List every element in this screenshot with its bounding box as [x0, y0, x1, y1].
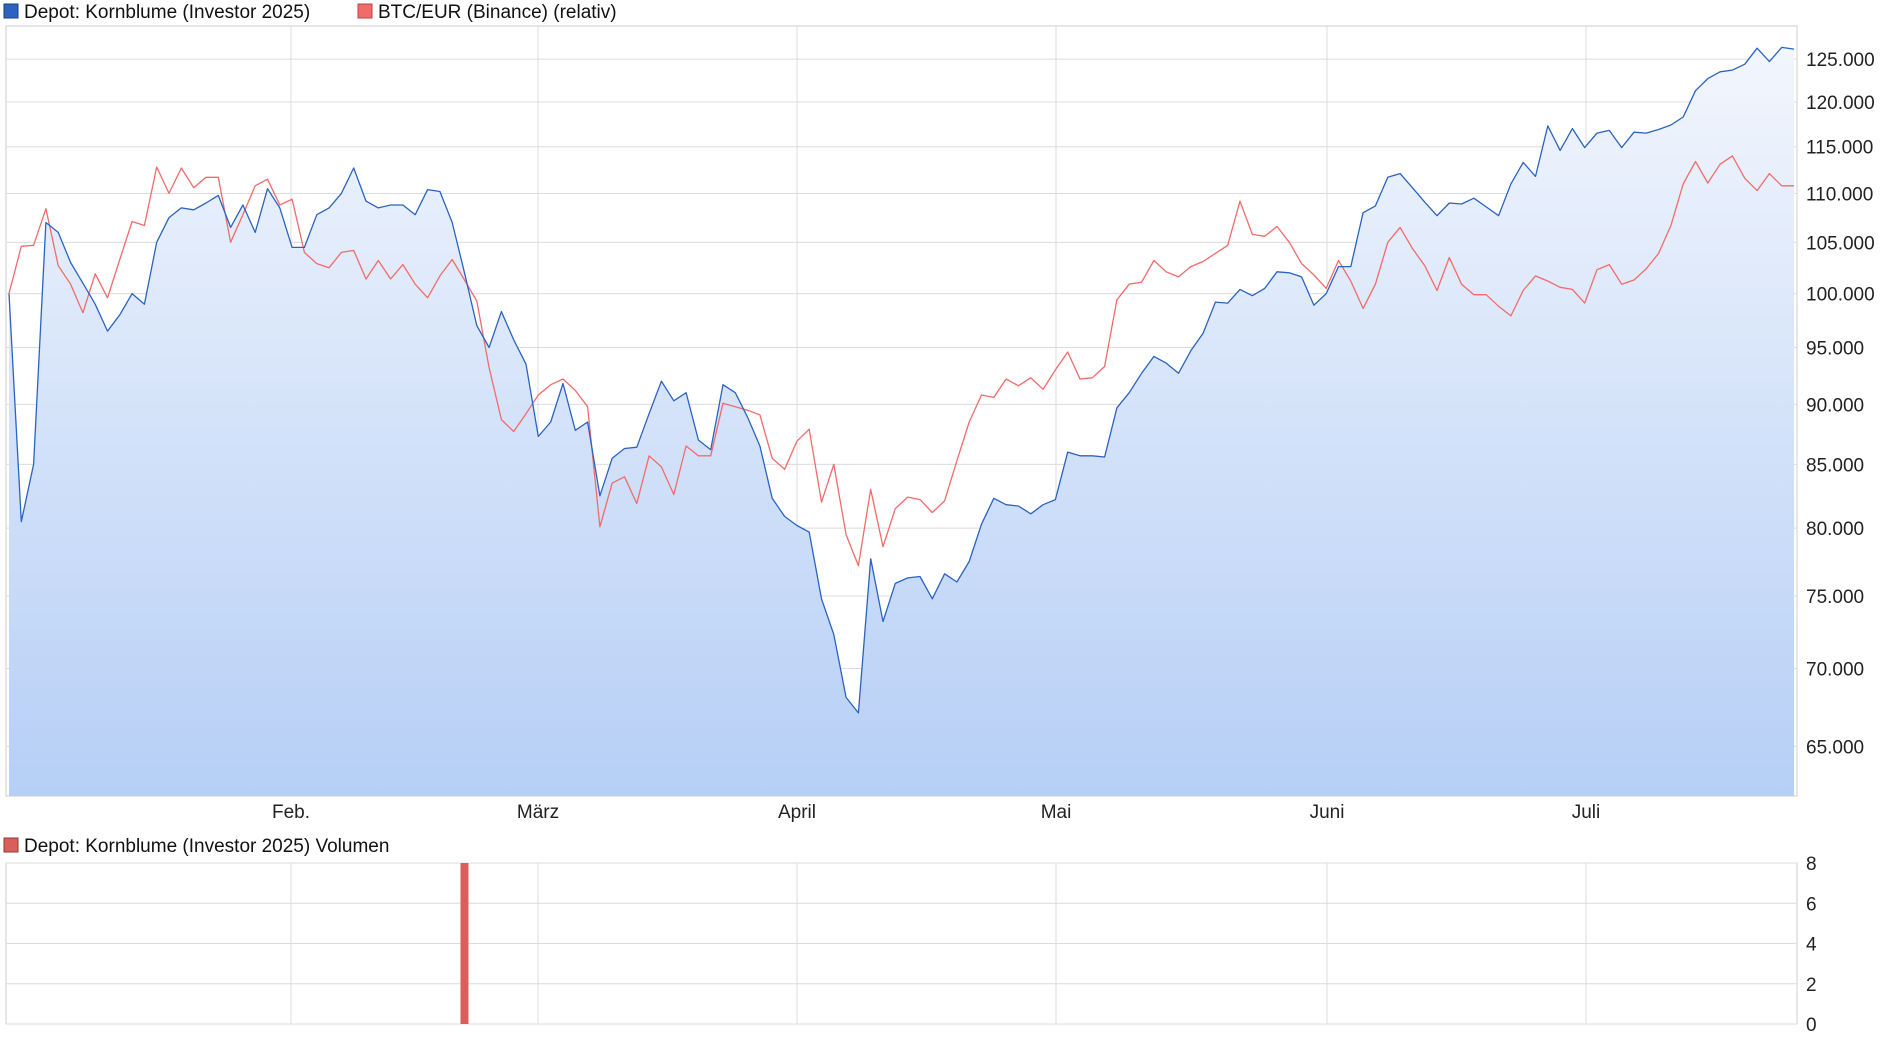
- price-y-tick-label: 105.000: [1806, 233, 1875, 254]
- volume-chart-grid: [6, 862, 1797, 1025]
- legend-swatch-volume: [3, 837, 19, 853]
- price-y-tick-label: 125.000: [1806, 50, 1875, 71]
- x-tick-label: April: [778, 802, 816, 823]
- volume-bars: [460, 863, 469, 1024]
- main-legend: Depot: Kornblume (Investor 2025) BTC/EUR…: [3, 2, 617, 23]
- x-tick-label: Feb.: [272, 802, 310, 823]
- depot-line: [8, 46, 1795, 714]
- price-y-tick-label: 75.000: [1806, 587, 1864, 608]
- price-y-tick-label: 115.000: [1806, 138, 1873, 159]
- x-tick-label: Juni: [1310, 802, 1345, 823]
- x-tick-label: Mai: [1041, 802, 1072, 823]
- legend-label-btc: BTC/EUR (Binance) (relativ): [378, 2, 617, 23]
- time-x-axis: Feb. März April Mai Juni Juli: [272, 802, 1600, 823]
- depot-area-fill: [9, 47, 1794, 796]
- btc-line: [8, 155, 1794, 567]
- price-chart-panel[interactable]: 125.000 120.000 115.000 110.000 105.000 100.0…: [5, 25, 1875, 823]
- volume-y-tick-label: 8: [1806, 854, 1817, 875]
- price-y-tick-label: 80.000: [1806, 519, 1864, 540]
- price-y-tick-label: 120.000: [1806, 93, 1875, 114]
- volume-chart-panel[interactable]: 8 6 4 2 0: [5, 854, 1817, 1036]
- price-y-tick-label: 110.000: [1806, 184, 1873, 205]
- price-y-tick-label: 95.000: [1806, 339, 1864, 360]
- volume-legend: Depot: Kornblume (Investor 2025) Volumen: [3, 836, 389, 857]
- price-y-tick-label: 100.000: [1806, 285, 1875, 306]
- price-y-tick-label: 65.000: [1806, 737, 1864, 758]
- volume-y-tick-label: 0: [1806, 1015, 1817, 1036]
- volume-bar[interactable]: [460, 863, 469, 1024]
- legend-swatch-depot: [3, 3, 19, 19]
- price-y-tick-label: 70.000: [1806, 659, 1864, 680]
- legend-label-volume: Depot: Kornblume (Investor 2025) Volumen: [24, 836, 389, 857]
- legend-item-depot[interactable]: Depot: Kornblume (Investor 2025): [3, 2, 310, 23]
- legend-item-volume[interactable]: Depot: Kornblume (Investor 2025) Volumen: [3, 836, 389, 857]
- price-y-tick-label: 85.000: [1806, 455, 1864, 476]
- volume-y-axis: 8 6 4 2 0: [1806, 854, 1817, 1036]
- legend-label-depot: Depot: Kornblume (Investor 2025): [24, 2, 310, 23]
- volume-y-tick-label: 6: [1806, 894, 1817, 915]
- x-tick-label: März: [517, 802, 559, 823]
- price-y-tick-label: 90.000: [1806, 395, 1864, 416]
- legend-swatch-btc: [357, 3, 373, 19]
- volume-y-tick-label: 4: [1806, 935, 1817, 956]
- volume-y-tick-label: 2: [1806, 975, 1817, 996]
- legend-item-btc[interactable]: BTC/EUR (Binance) (relativ): [357, 2, 617, 23]
- x-tick-label: Juli: [1572, 802, 1601, 823]
- price-y-axis: 125.000 120.000 115.000 110.000 105.000 100.0…: [1806, 50, 1875, 758]
